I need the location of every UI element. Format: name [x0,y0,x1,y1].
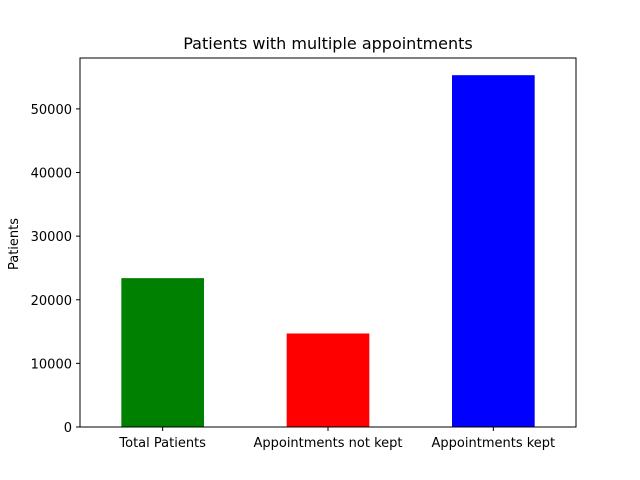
plot-frame [79,57,577,428]
y-tick-label: 20000 [31,294,72,309]
y-axis-ticks: 0 10000 20000 30000 40000 50000 [31,103,80,436]
x-tick-label: Appointments kept [432,436,556,451]
y-tick-label: 50000 [31,103,72,118]
bar-group [121,75,535,428]
chart-title: Patients with multiple appointments [183,34,473,53]
y-tick-label: 10000 [31,357,72,372]
y-tick-label: 30000 [31,230,72,245]
bar-1 [286,333,370,427]
y-axis-label: Patients [7,218,22,270]
x-axis-ticks: Total Patients Appointments not kept Appoi… [118,427,555,451]
x-tick-label: Total Patients [118,436,206,451]
x-tick-label: Appointments not kept [253,436,402,451]
bar-2 [452,75,535,428]
y-tick-label: 0 [64,421,72,436]
bar-0 [121,278,204,427]
y-tick-label: 40000 [31,167,72,182]
